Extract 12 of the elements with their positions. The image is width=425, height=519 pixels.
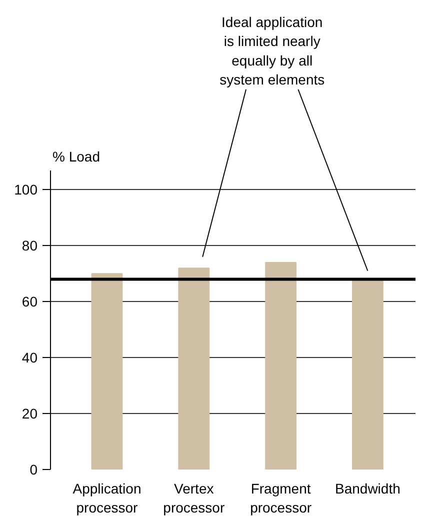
x-tick-label: Vertex processor: [163, 480, 225, 516]
y-axis-title: % Load: [52, 148, 100, 165]
x-tick-label: Fragment processor: [250, 480, 312, 516]
y-tick-label: 0: [30, 462, 38, 478]
y-tick-label: 80: [22, 238, 38, 254]
text: Ideal application is limited nearly equally by all system elements: [220, 14, 325, 88]
y-tick-label: 40: [22, 350, 38, 366]
x-tick-label: Bandwidth: [335, 480, 400, 496]
x-tick-label: Application processor: [72, 480, 142, 516]
y-tick-label: 60: [22, 294, 38, 310]
y-tick-label: 100: [14, 182, 38, 198]
y-tick-label: 20: [22, 406, 38, 422]
